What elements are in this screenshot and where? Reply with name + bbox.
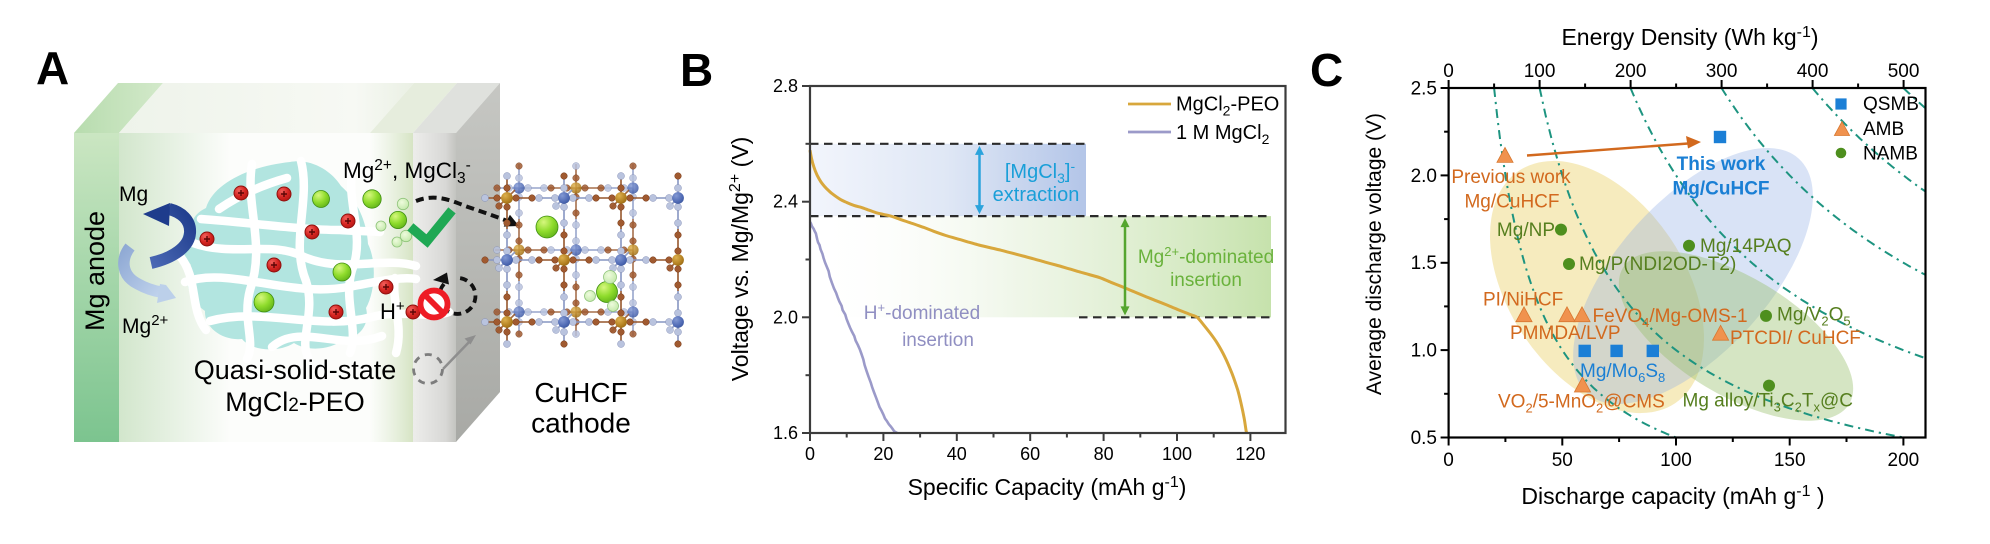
svg-text:2.4: 2.4 xyxy=(773,192,798,212)
svg-text:150: 150 xyxy=(1774,450,1806,471)
svg-text:1.0: 1.0 xyxy=(1411,341,1437,362)
svg-text:2.8: 2.8 xyxy=(773,76,798,96)
svg-text:FeVO4/Mg-OMS-1: FeVO4/Mg-OMS-1 xyxy=(1593,306,1748,330)
svg-text:20: 20 xyxy=(873,444,893,464)
svg-text:0: 0 xyxy=(1443,61,1454,82)
svg-text:Energy Density (Wh kg-1): Energy Density (Wh kg-1) xyxy=(1561,24,1818,50)
svg-text:2.0: 2.0 xyxy=(1411,166,1437,187)
svg-text:1.5: 1.5 xyxy=(1411,253,1437,274)
svg-text:Specific Capacity (mAh g-1): Specific Capacity (mAh g-1) xyxy=(908,474,1187,500)
svg-text:200: 200 xyxy=(1615,61,1647,82)
svg-text:Mg2+-dominated: Mg2+-dominated xyxy=(1138,244,1274,268)
svg-text:0: 0 xyxy=(1443,450,1454,471)
svg-text:Mg anode: Mg anode xyxy=(80,211,110,331)
svg-text:Mg/Mo6S8: Mg/Mo6S8 xyxy=(1580,361,1665,385)
svg-text:2.5: 2.5 xyxy=(1411,79,1437,100)
svg-text:200: 200 xyxy=(1888,450,1920,471)
svg-text:extraction: extraction xyxy=(993,184,1080,206)
svg-text:insertion: insertion xyxy=(902,330,974,351)
svg-text:Mg/V2O5: Mg/V2O5 xyxy=(1777,305,1851,329)
svg-text:Previous work: Previous work xyxy=(1451,167,1571,188)
svg-text:1.6: 1.6 xyxy=(773,423,798,443)
svg-text:100: 100 xyxy=(1162,444,1192,464)
svg-text:Mg alloy/Ti3C2Tx@C: Mg alloy/Ti3C2Tx@C xyxy=(1683,391,1853,415)
svg-text:Mg/P(NDI2OD-T2): Mg/P(NDI2OD-T2) xyxy=(1579,254,1736,275)
svg-text:Voltage vs. Mg/Mg2+ (V): Voltage vs. Mg/Mg2+ (V) xyxy=(727,137,753,382)
svg-text:C: C xyxy=(1310,44,1343,96)
svg-text:60: 60 xyxy=(1020,444,1040,464)
svg-text:QSMB: QSMB xyxy=(1863,94,1919,115)
svg-text:B: B xyxy=(680,44,713,96)
svg-text:Mg: Mg xyxy=(119,183,148,206)
svg-text:Mg/14PAQ: Mg/14PAQ xyxy=(1700,236,1792,257)
svg-text:1 M MgCl2: 1 M MgCl2 xyxy=(1176,122,1270,147)
svg-text:400: 400 xyxy=(1797,61,1829,82)
svg-text:Mg/CuHCF: Mg/CuHCF xyxy=(1464,192,1559,213)
svg-text:Mg/CuHCF: Mg/CuHCF xyxy=(1672,179,1769,200)
svg-text:Average discharge voltage (V): Average discharge voltage (V) xyxy=(1363,113,1386,395)
svg-text:0.5: 0.5 xyxy=(1411,428,1437,449)
svg-text:A: A xyxy=(36,42,69,94)
svg-text:PMMDA/LVP: PMMDA/LVP xyxy=(1510,323,1621,344)
svg-text:Discharge capacity (mAh g-1 ): Discharge capacity (mAh g-1 ) xyxy=(1521,483,1824,509)
svg-text:NAMB: NAMB xyxy=(1863,144,1918,165)
svg-text:cathode: cathode xyxy=(531,408,631,439)
svg-text:0: 0 xyxy=(805,444,815,464)
svg-text:PTCDI/ CuHCF: PTCDI/ CuHCF xyxy=(1730,328,1861,349)
svg-text:This work: This work xyxy=(1677,154,1766,175)
svg-text:40: 40 xyxy=(947,444,967,464)
svg-text:CuHCF: CuHCF xyxy=(534,377,627,408)
svg-text:[MgCl3]-: [MgCl3]- xyxy=(1005,158,1076,186)
svg-text:120: 120 xyxy=(1235,444,1265,464)
svg-text:AMB: AMB xyxy=(1863,119,1904,140)
svg-text:500: 500 xyxy=(1888,61,1920,82)
svg-text:Mg2+, MgCl3-: Mg2+, MgCl3- xyxy=(343,157,471,187)
svg-text:H+-dominated: H+-dominated xyxy=(864,300,980,324)
svg-text:PI/NiHCF: PI/NiHCF xyxy=(1483,290,1563,311)
svg-text:100: 100 xyxy=(1660,450,1692,471)
svg-text:2.0: 2.0 xyxy=(773,307,798,327)
svg-text:50: 50 xyxy=(1552,450,1573,471)
svg-text:insertion: insertion xyxy=(1170,270,1242,291)
svg-text:Mg/NP: Mg/NP xyxy=(1497,220,1555,241)
svg-text:80: 80 xyxy=(1094,444,1114,464)
svg-text:300: 300 xyxy=(1706,61,1738,82)
svg-text:VO2/5-MnO2@CMS: VO2/5-MnO2@CMS xyxy=(1498,392,1665,416)
svg-text:Quasi-solid-state: Quasi-solid-state xyxy=(194,355,397,385)
svg-text:100: 100 xyxy=(1524,61,1556,82)
